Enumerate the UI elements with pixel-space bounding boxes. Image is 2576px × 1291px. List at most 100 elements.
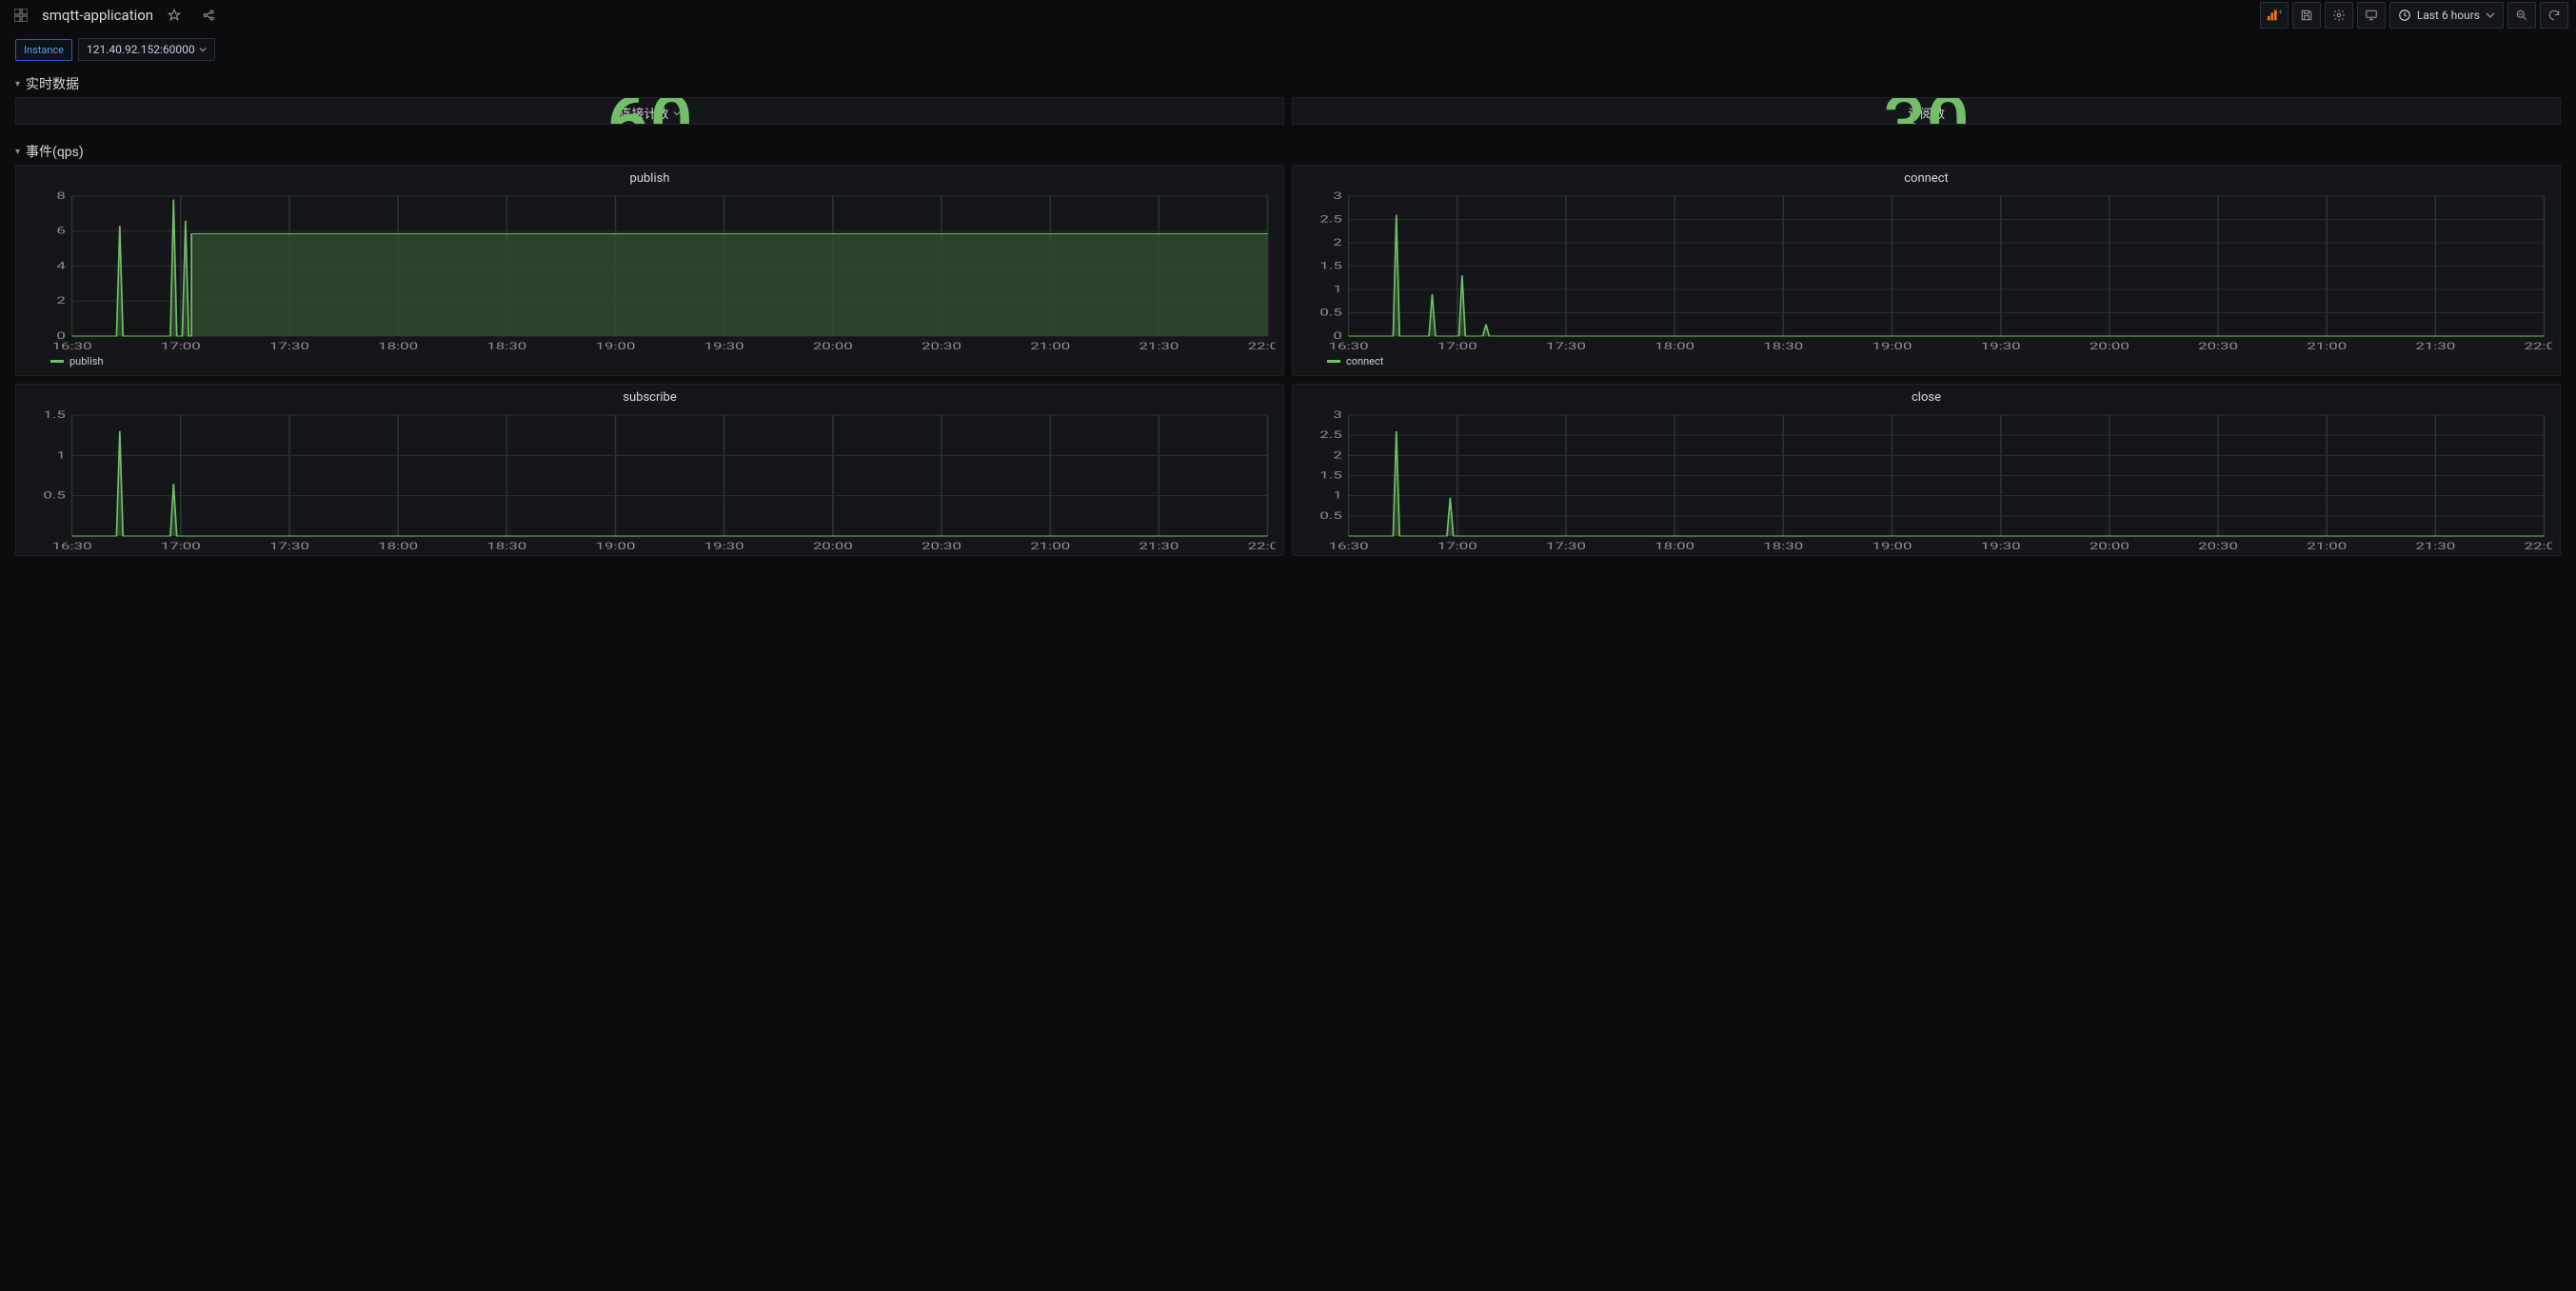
- svg-text:18:30: 18:30: [1763, 341, 1803, 352]
- star-icon[interactable]: [161, 4, 188, 27]
- monitor-icon[interactable]: [2357, 2, 2386, 29]
- svg-text:2.5: 2.5: [1319, 214, 1342, 226]
- svg-text:21:30: 21:30: [2415, 541, 2455, 552]
- svg-text:17:30: 17:30: [1546, 541, 1586, 552]
- refresh-icon[interactable]: [2540, 2, 2568, 29]
- legend-swatch: [50, 360, 64, 363]
- svg-text:21:00: 21:00: [2307, 541, 2347, 552]
- save-icon[interactable]: [2292, 2, 2321, 29]
- svg-text:2: 2: [1333, 237, 1342, 248]
- svg-text:17:30: 17:30: [1546, 341, 1586, 352]
- svg-text:21:00: 21:00: [2307, 341, 2347, 352]
- chevron-down-icon: [199, 46, 207, 53]
- chart: 16:3017:0017:3018:0018:3019:0019:3020:00…: [24, 410, 1276, 553]
- legend-label: connect: [1346, 355, 1383, 367]
- svg-text:0: 0: [56, 330, 65, 342]
- row-header-realtime[interactable]: ▾ 实时数据: [0, 65, 2576, 97]
- svg-text:3: 3: [1333, 410, 1341, 421]
- svg-text:18:30: 18:30: [1763, 541, 1803, 552]
- svg-text:3: 3: [1333, 191, 1341, 202]
- svg-text:4: 4: [56, 261, 66, 272]
- svg-text:19:30: 19:30: [704, 541, 744, 552]
- svg-text:21:30: 21:30: [2415, 341, 2455, 352]
- panel-title-text: publish: [630, 171, 670, 186]
- panel-subscriptions[interactable]: 订阅数 30: [1292, 97, 2561, 125]
- svg-text:20:30: 20:30: [2198, 341, 2238, 352]
- svg-text:20:00: 20:00: [2090, 541, 2130, 552]
- svg-text:19:00: 19:00: [595, 341, 635, 352]
- svg-text:1.5: 1.5: [43, 410, 66, 421]
- svg-text:20:30: 20:30: [921, 341, 961, 352]
- svg-text:20:00: 20:00: [2090, 341, 2130, 352]
- svg-text:21:30: 21:30: [1139, 541, 1179, 552]
- svg-text:2: 2: [1333, 450, 1342, 462]
- svg-text:22:00: 22:00: [2525, 341, 2552, 352]
- legend[interactable]: publish: [24, 353, 1276, 373]
- svg-text:21:00: 21:00: [1030, 541, 1070, 552]
- svg-text:22:00: 22:00: [2525, 541, 2552, 552]
- panel-connections[interactable]: 连接计数 60: [15, 97, 1284, 125]
- chevron-down-icon: [2486, 10, 2495, 20]
- chart: 16:3017:0017:3018:0018:3019:0019:3020:00…: [24, 191, 1276, 353]
- svg-text:22:00: 22:00: [1248, 541, 1276, 552]
- share-icon[interactable]: [195, 4, 222, 27]
- row-title: 事件(qps): [26, 142, 84, 161]
- svg-text:1.5: 1.5: [1319, 470, 1342, 482]
- svg-text:20:00: 20:00: [813, 341, 853, 352]
- time-range-picker[interactable]: Last 6 hours: [2389, 2, 2504, 29]
- top-toolbar: smqtt-application + Last 6 hours: [0, 0, 2576, 30]
- svg-text:18:30: 18:30: [486, 341, 526, 352]
- variable-label-instance: Instance: [15, 39, 72, 61]
- time-range-label: Last 6 hours: [2417, 9, 2480, 22]
- svg-text:16:30: 16:30: [52, 541, 92, 552]
- svg-text:19:00: 19:00: [595, 541, 635, 552]
- svg-text:18:00: 18:00: [1655, 541, 1694, 552]
- panel-subscribe[interactable]: subscribe 16:3017:0017:3018:0018:3019:00…: [15, 384, 1284, 556]
- svg-text:6: 6: [56, 226, 66, 237]
- svg-text:0.5: 0.5: [43, 490, 66, 502]
- zoom-out-icon[interactable]: [2507, 2, 2536, 29]
- legend[interactable]: connect: [1300, 353, 2552, 373]
- svg-text:18:30: 18:30: [486, 541, 526, 552]
- legend-swatch: [1327, 360, 1340, 363]
- svg-text:19:30: 19:30: [1981, 541, 2021, 552]
- chevron-down-icon: ▾: [15, 79, 20, 89]
- svg-text:17:30: 17:30: [269, 341, 309, 352]
- svg-text:1.5: 1.5: [1319, 261, 1342, 272]
- svg-text:16:30: 16:30: [1329, 541, 1369, 552]
- svg-text:17:00: 17:00: [161, 541, 201, 552]
- panel-title-text: close: [1912, 390, 1941, 405]
- panel-title-text: connect: [1904, 171, 1949, 186]
- svg-text:18:00: 18:00: [378, 341, 418, 352]
- svg-text:+: +: [2278, 9, 2282, 16]
- svg-text:1: 1: [56, 450, 65, 462]
- settings-icon[interactable]: [2325, 2, 2353, 29]
- svg-text:20:00: 20:00: [813, 541, 853, 552]
- svg-text:0: 0: [1333, 330, 1341, 342]
- row-header-events[interactable]: ▾ 事件(qps): [0, 132, 2576, 165]
- panel-publish[interactable]: publish 16:3017:0017:3018:0018:3019:0019…: [15, 165, 1284, 376]
- svg-text:21:30: 21:30: [1139, 341, 1179, 352]
- svg-text:19:30: 19:30: [704, 341, 744, 352]
- svg-text:19:30: 19:30: [1981, 341, 2021, 352]
- chart: 16:3017:0017:3018:0018:3019:0019:3020:00…: [1300, 191, 2552, 353]
- chart: 16:3017:0017:3018:0018:3019:0019:3020:00…: [1300, 410, 2552, 553]
- apps-icon[interactable]: [8, 4, 34, 27]
- svg-text:2: 2: [56, 296, 66, 308]
- panel-connect[interactable]: connect 16:3017:0017:3018:0018:3019:0019…: [1292, 165, 2561, 376]
- panel-title-text: subscribe: [623, 390, 676, 405]
- svg-text:0.5: 0.5: [1319, 510, 1342, 522]
- svg-text:19:00: 19:00: [1872, 541, 1912, 552]
- row-title: 实时数据: [26, 74, 79, 93]
- variable-value-instance[interactable]: 121.40.92.152:60000: [78, 38, 215, 61]
- svg-text:2.5: 2.5: [1319, 430, 1342, 442]
- svg-text:16:30: 16:30: [52, 341, 92, 352]
- legend-label: publish: [69, 355, 104, 367]
- add-panel-icon[interactable]: +: [2260, 2, 2289, 29]
- dashboard-title: smqtt-application: [42, 7, 153, 24]
- panel-close[interactable]: close 16:3017:0017:3018:0018:3019:0019:3…: [1292, 384, 2561, 556]
- svg-text:20:30: 20:30: [921, 541, 961, 552]
- svg-text:21:00: 21:00: [1030, 341, 1070, 352]
- svg-text:16:30: 16:30: [1329, 341, 1369, 352]
- svg-text:17:00: 17:00: [1437, 341, 1477, 352]
